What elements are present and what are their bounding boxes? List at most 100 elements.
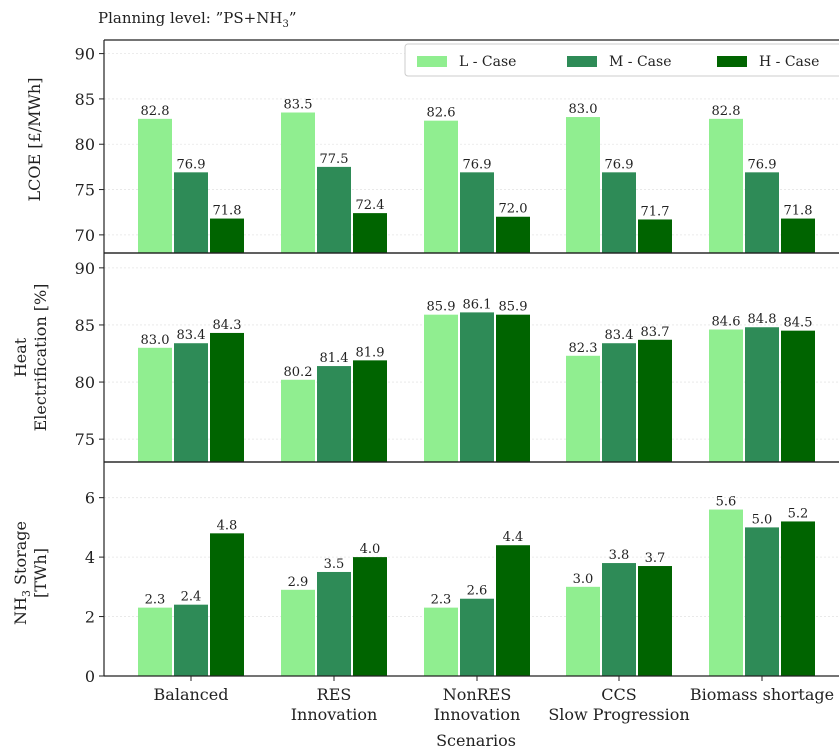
- bar-value-label: 83.7: [641, 325, 670, 340]
- bar: [566, 355, 600, 462]
- legend-label: M - Case: [609, 54, 672, 70]
- bar-value-label: 85.9: [427, 300, 456, 315]
- y-tick-label: 70: [75, 226, 95, 245]
- bar-value-label: 3.8: [609, 548, 630, 563]
- bar: [174, 604, 208, 676]
- bar-value-label: 71.8: [213, 204, 242, 219]
- bar: [566, 117, 600, 253]
- bar-value-label: 76.9: [177, 157, 206, 172]
- bar-value-label: 76.9: [605, 157, 634, 172]
- bar-value-label: 3.0: [573, 572, 594, 587]
- y-tick-label: 2: [85, 608, 95, 627]
- planning-title-prefix: Planning level: ”PS+NH: [98, 9, 283, 27]
- bar-value-label: 2.6: [467, 584, 488, 599]
- legend: L - Case M - Case H - Case: [404, 43, 839, 77]
- bar: [638, 566, 672, 676]
- bar: [210, 218, 244, 253]
- y-axis-label-line: Heat: [11, 337, 30, 377]
- bar: [460, 312, 494, 462]
- bar: [138, 118, 172, 253]
- bar: [602, 563, 636, 676]
- legend-swatch: [417, 56, 447, 67]
- bar: [745, 172, 779, 253]
- bar-value-label: 2.3: [145, 593, 166, 608]
- bar-value-label: 80.2: [284, 365, 313, 380]
- bar-value-label: 84.8: [748, 312, 777, 327]
- bar: [138, 607, 172, 676]
- bar: [460, 598, 494, 676]
- bar-value-label: 83.5: [284, 98, 313, 113]
- bar-value-label: 71.7: [641, 204, 670, 219]
- bar: [602, 172, 636, 253]
- y-tick-label: 85: [75, 316, 95, 335]
- bar: [496, 545, 530, 676]
- bar-value-label: 71.8: [784, 204, 813, 219]
- bar-value-label: 82.8: [712, 104, 741, 119]
- bar: [745, 327, 779, 462]
- bar-value-label: 83.0: [569, 102, 598, 117]
- bar: [638, 339, 672, 462]
- panel-1: 70 75 80 85 90 82.8 83.5 82.6 83.0 82.8 76.9 77.5 76…: [25, 39, 839, 254]
- bar: [317, 366, 351, 462]
- bar-value-label: 2.9: [288, 575, 309, 590]
- bar: [709, 329, 743, 462]
- bar-value-label: 77.5: [320, 152, 349, 167]
- x-tick-label: CCS: [601, 685, 636, 704]
- panel-3: 0 2 4 6 2.3 2.9 2.3 3.0 5.6 2.4 3.5 2.6 3.8 5.0 4.8 4.0…: [11, 461, 839, 686]
- bar: [353, 360, 387, 462]
- bar-value-label: 86.1: [463, 297, 492, 312]
- bar-value-label: 4.8: [217, 518, 238, 533]
- bar-value-label: 5.2: [788, 506, 809, 521]
- bar: [496, 314, 530, 462]
- bar: [317, 571, 351, 676]
- bar: [138, 347, 172, 462]
- y-tick-label: 80: [75, 135, 95, 154]
- x-tick-label: Balanced: [154, 685, 229, 704]
- y-axis-label: LCOE [£/MWh]: [25, 78, 44, 202]
- y-axis-label: Heat Electrification [%]: [11, 284, 50, 432]
- y-tick-label: 85: [75, 90, 95, 109]
- bar-value-label: 81.9: [356, 345, 385, 360]
- x-axis-label: Scenarios: [436, 731, 516, 750]
- bar: [460, 172, 494, 253]
- x-tick-label: NonRES: [443, 685, 512, 704]
- y-tick-label: 80: [75, 373, 95, 392]
- y-tick-label: 90: [75, 45, 95, 64]
- bar: [781, 521, 815, 676]
- legend-box: [404, 43, 839, 77]
- bar-value-label: 4.4: [503, 530, 524, 545]
- bar-value-label: 2.3: [431, 593, 452, 608]
- bar: [281, 379, 315, 462]
- bar: [424, 314, 458, 462]
- bar: [174, 172, 208, 253]
- bar: [781, 330, 815, 462]
- x-tick-label: Innovation: [434, 705, 521, 724]
- bar: [709, 118, 743, 253]
- bar: [781, 218, 815, 253]
- bar: [210, 332, 244, 462]
- bar: [638, 219, 672, 253]
- bar: [317, 166, 351, 253]
- bar-value-label: 83.4: [605, 328, 634, 343]
- bar: [602, 343, 636, 462]
- x-tick-label: Biomass shortage: [690, 685, 834, 704]
- bar-value-label: 5.6: [716, 495, 737, 510]
- bar-value-label: 76.9: [748, 157, 777, 172]
- bar: [709, 509, 743, 676]
- bar-value-label: 84.6: [712, 315, 741, 330]
- bar: [424, 120, 458, 253]
- x-tick-label: Innovation: [291, 705, 378, 724]
- bar-value-label: 3.7: [645, 551, 666, 566]
- bar: [353, 213, 387, 253]
- bar: [281, 112, 315, 253]
- bar-value-label: 82.3: [569, 341, 598, 356]
- bar-value-label: 72.0: [499, 202, 528, 217]
- y-tick-label: 75: [75, 430, 95, 449]
- bar-value-label: 83.0: [141, 333, 170, 348]
- bar: [745, 527, 779, 676]
- bar-value-label: 3.5: [324, 557, 345, 572]
- planning-level-title: Planning level: ”PS+NH3”: [98, 9, 297, 30]
- legend-swatch: [567, 56, 597, 67]
